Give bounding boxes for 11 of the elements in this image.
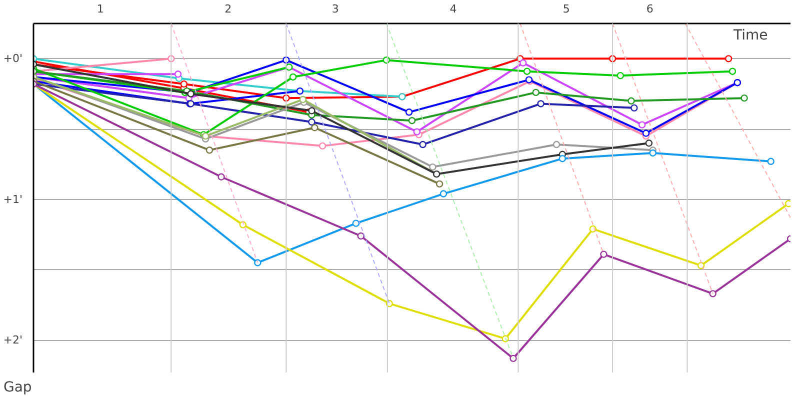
- y-tick-label: +2': [3, 334, 23, 347]
- y-tick-label: +1': [3, 192, 23, 206]
- x-tick-label: 6: [646, 2, 654, 16]
- x-tick-label: 5: [562, 2, 570, 16]
- x-tick-label: 3: [332, 2, 339, 16]
- x-tick-label: 4: [450, 2, 457, 16]
- x-tick-label: 2: [224, 2, 232, 16]
- y-axis-title: Gap: [4, 380, 32, 396]
- y-tick-label: +0': [3, 52, 23, 66]
- x-axis-title: Time: [732, 28, 768, 44]
- x-tick-label: 1: [96, 2, 104, 16]
